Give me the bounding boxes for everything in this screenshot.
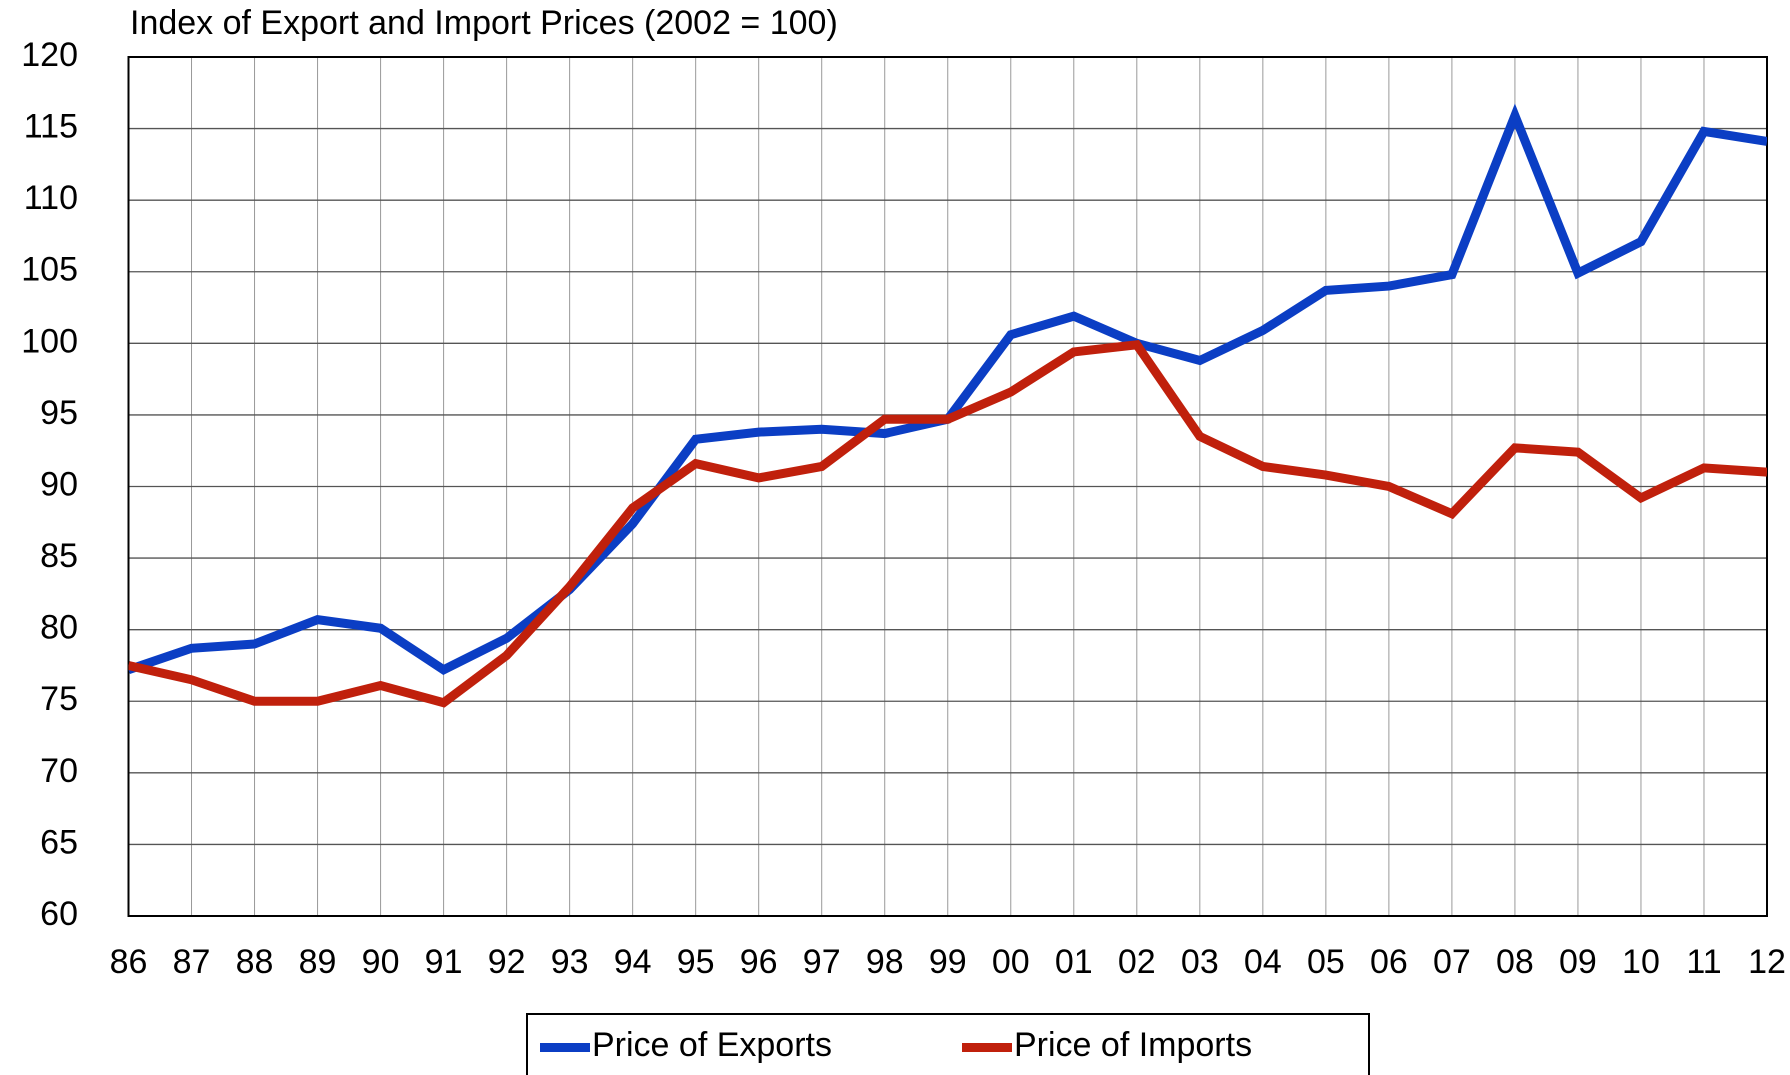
x-tick-label: 11 [1686, 943, 1721, 981]
plot-border [127, 56, 1768, 917]
x-tick-label: 07 [1433, 943, 1471, 981]
x-tick-label: 09 [1559, 943, 1597, 981]
x-tick-label: 96 [740, 943, 778, 981]
x-tick-label: 02 [1118, 943, 1156, 981]
legend-label: Price of Imports [1014, 1026, 1252, 1064]
y-tick-label: 105 [21, 251, 78, 289]
x-tick-label: 86 [110, 943, 148, 981]
y-tick-label: 70 [40, 752, 78, 790]
y-tick-label: 65 [40, 823, 78, 861]
y-tick-label: 120 [21, 36, 78, 74]
x-tick-label: 94 [614, 943, 652, 981]
x-tick-label: 98 [866, 943, 904, 981]
legend-swatch [962, 1043, 1012, 1052]
x-tick-label: 87 [173, 943, 211, 981]
legend-label: Price of Exports [592, 1026, 832, 1064]
x-tick-label: 05 [1307, 943, 1345, 981]
legend-swatch [540, 1043, 590, 1052]
x-tick-label: 89 [299, 943, 337, 981]
y-tick-label: 60 [40, 895, 78, 933]
x-tick-label: 93 [551, 943, 589, 981]
y-tick-label: 85 [40, 537, 78, 575]
series-line [128, 339, 1767, 708]
x-tick-label: 88 [236, 943, 274, 981]
x-tick-label: 01 [1055, 943, 1093, 981]
x-tick-label: 95 [677, 943, 715, 981]
y-tick-label: 110 [24, 179, 78, 217]
y-tick-label: 75 [40, 680, 78, 718]
x-tick-label: 00 [992, 943, 1030, 981]
chart-title: Index of Export and Import Prices (2002 … [130, 4, 838, 42]
y-tick-label: 100 [21, 322, 78, 360]
x-tick-label: 97 [803, 943, 841, 981]
y-tick-label: 115 [24, 108, 78, 146]
x-tick-label: 10 [1622, 943, 1660, 981]
x-tick-label: 91 [425, 943, 463, 981]
x-tick-label: 99 [929, 943, 967, 981]
y-tick-label: 80 [40, 609, 78, 647]
x-tick-label: 90 [362, 943, 400, 981]
x-tick-label: 92 [488, 943, 526, 981]
y-tick-label: 95 [40, 394, 78, 432]
x-tick-label: 04 [1244, 943, 1282, 981]
y-tick-label: 90 [40, 465, 78, 503]
x-tick-label: 06 [1370, 943, 1408, 981]
x-tick-label: 03 [1181, 943, 1219, 981]
x-tick-label: 08 [1496, 943, 1534, 981]
legend-box [526, 1013, 1370, 1075]
x-tick-label: 12 [1748, 943, 1786, 981]
